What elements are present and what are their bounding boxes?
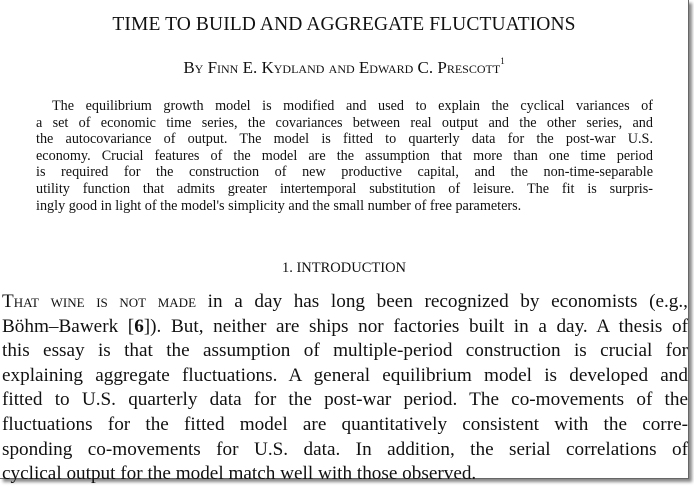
section-heading: 1. INTRODUCTION	[281, 260, 407, 276]
abstract-line: is required for the construction of new …	[36, 164, 653, 181]
author-footnote-marker: 1	[500, 56, 505, 66]
intro-text: ]). But, neither are ships nor factories…	[143, 315, 688, 337]
intro-line: cyclical output for the model match well…	[2, 463, 477, 485]
intro-text: in a day has long been recognized by eco…	[196, 291, 688, 312]
abstract-line: economy. Crucial features of the model a…	[36, 147, 653, 164]
intro-line: That wine is not made in a day has long …	[2, 290, 688, 315]
abstract-line: a set of economic time series, the covar…	[36, 114, 653, 131]
intro-line: sponding co-movements for U.S. data. In …	[2, 438, 688, 460]
abstract-line: utility function that admits greater int…	[36, 180, 653, 197]
abstract-line: the autocovariance of output. The model …	[36, 131, 653, 148]
introduction-paragraph: That wine is not made in a day has long …	[2, 290, 688, 487]
author-names: By Finn E. Kydland and Edward C. Prescot…	[183, 58, 501, 77]
intro-line: Böhm–Bawerk [6]). But, neither are ships…	[2, 315, 688, 340]
intro-lead-in: That wine is not made	[2, 291, 197, 312]
paper-authors: By Finn E. Kydland and Edward C. Prescot…	[0, 56, 688, 78]
intro-line: this essay is that the assumption of mul…	[2, 340, 688, 362]
intro-line: fluctuations for the fitted model are qu…	[2, 413, 688, 435]
intro-line: fitted to U.S. quarterly data for the po…	[2, 389, 688, 411]
citation-ref[interactable]: 6	[134, 315, 144, 337]
abstract: The equilibrium growth model is modified…	[36, 98, 653, 214]
intro-line: explaining aggregate fluctuations. A gen…	[2, 364, 688, 386]
abstract-line: The equilibrium growth model is modified…	[52, 98, 653, 114]
abstract-line: ingly good in light of the model's simpl…	[36, 197, 522, 214]
intro-text: Böhm–Bawerk [	[2, 315, 135, 337]
paper-title: TIME TO BUILD AND AGGREGATE FLUCTUATIONS	[112, 14, 576, 35]
